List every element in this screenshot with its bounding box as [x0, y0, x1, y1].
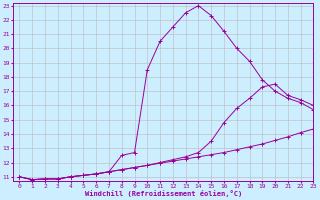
X-axis label: Windchill (Refroidissement éolien,°C): Windchill (Refroidissement éolien,°C)	[84, 190, 242, 197]
